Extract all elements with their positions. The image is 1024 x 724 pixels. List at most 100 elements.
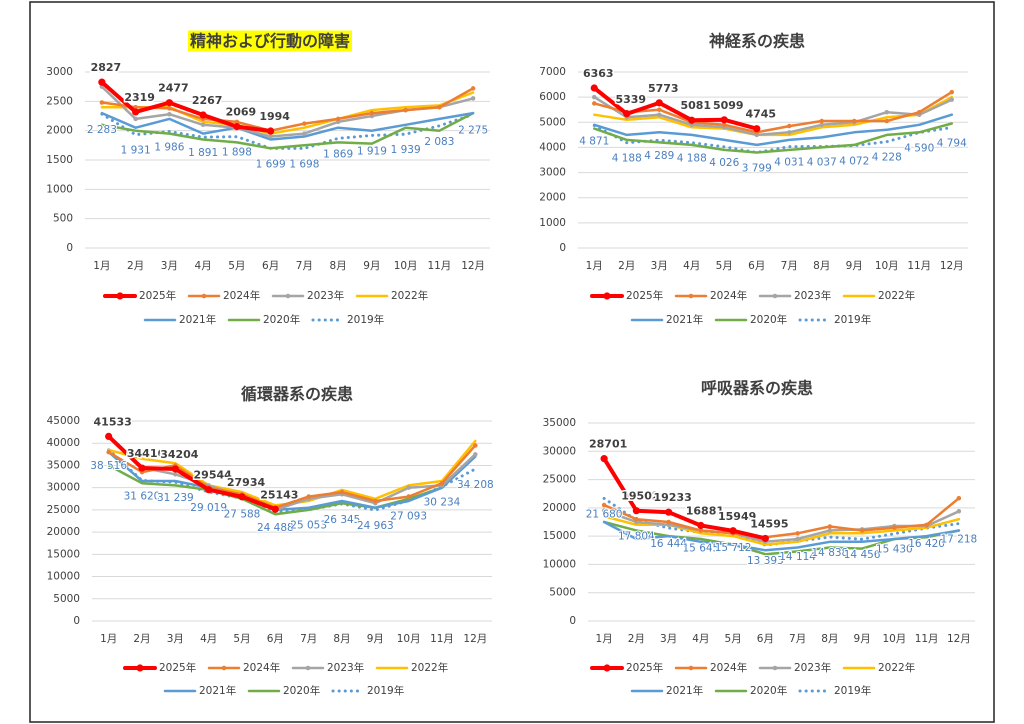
point-marker (657, 112, 662, 117)
point-marker (666, 519, 671, 525)
data-label: 31 239 (157, 492, 194, 504)
chart: 循環器系の疾患 0 5000 10000 15000 20000 25000 30000 350… (47, 385, 495, 698)
point-marker (238, 493, 246, 501)
series-line (107, 450, 477, 512)
y-tick-label: 2500 (46, 95, 73, 107)
x-tick-label: 12月 (463, 633, 487, 645)
data-label: 31 620 (124, 490, 161, 502)
point-marker (470, 96, 476, 101)
legend-label: 2022年 (391, 289, 428, 302)
point-marker (753, 125, 761, 133)
point-marker (795, 531, 800, 536)
series-line (602, 456, 768, 541)
point-marker (439, 480, 445, 486)
data-label: 16 444 (650, 538, 687, 550)
data-label: 4 031 (774, 157, 804, 169)
x-tick-label: 7月 (781, 260, 798, 272)
chart: 精神および行動の障害 0 500 1000 1500 2000 2500 3000 1月 2月 3月… (46, 30, 490, 326)
legend-label: 2020年 (750, 684, 787, 697)
x-tick-label: 9月 (363, 260, 380, 272)
data-label: 29544 (194, 469, 233, 482)
data-label: 1 869 (323, 148, 353, 160)
series-line (100, 111, 475, 141)
point-marker (132, 108, 140, 116)
point-marker (138, 464, 146, 472)
x-tick-label: 11月 (430, 633, 454, 645)
x-tick-label: 8月 (821, 633, 838, 645)
y-tick-label: 20000 (47, 526, 80, 538)
point-marker (437, 104, 442, 110)
point-marker (106, 449, 111, 455)
point-marker (592, 101, 597, 106)
data-label: 1 698 (289, 158, 319, 170)
x-tick-label: 8月 (813, 260, 830, 272)
data-label: 1 898 (222, 147, 252, 159)
legend-label: 2025年 (626, 289, 663, 302)
data-label: 34416 (127, 447, 166, 460)
point-marker (949, 97, 954, 102)
data-label: 25 053 (290, 520, 327, 532)
x-tick-label: 7月 (789, 633, 806, 645)
point-marker (956, 495, 962, 501)
point-marker (373, 498, 378, 504)
data-label: 4 188 (612, 153, 642, 165)
y-tick-label: 7000 (539, 66, 566, 78)
y-tick-label: 0 (66, 242, 73, 254)
x-tick-label: 2月 (618, 260, 635, 272)
point-marker (133, 116, 138, 122)
data-label: 4745 (745, 108, 776, 121)
data-label: 27934 (227, 476, 266, 489)
legend-label: 2025年 (139, 289, 176, 302)
x-tick-label: 1月 (596, 633, 613, 645)
series-line (593, 95, 954, 137)
chart: 呼吸器系の疾患 0 5000 10000 15000 20000 25000 30000 350… (543, 379, 979, 698)
point-marker (205, 486, 213, 494)
point-marker (924, 522, 929, 528)
data-label: 15 430 (876, 544, 913, 556)
data-label: 2 275 (458, 125, 488, 137)
legend-marker (772, 665, 778, 671)
y-tick-label: 0 (73, 615, 80, 627)
x-tick-label: 11月 (427, 260, 451, 272)
legend-label: 2023年 (794, 661, 831, 674)
data-label: 19233 (653, 491, 691, 504)
x-tick-label: 3月 (161, 260, 178, 272)
series-line (99, 80, 273, 133)
data-label: 38 516 (90, 460, 127, 472)
point-marker (956, 509, 962, 514)
point-marker (165, 99, 173, 107)
data-label: 34 208 (457, 479, 494, 491)
x-tick-label: 9月 (854, 633, 871, 645)
data-label: 28701 (589, 438, 627, 451)
legend-label: 2020年 (750, 313, 787, 326)
point-marker (590, 84, 598, 92)
data-label: 2 083 (424, 136, 454, 148)
series-line (593, 90, 954, 134)
data-label: 1 939 (391, 144, 421, 156)
y-tick-label: 1500 (46, 154, 73, 166)
data-label: 4 871 (579, 136, 609, 148)
y-tick-label: 1000 (46, 183, 73, 195)
x-tick-label: 10月 (397, 633, 421, 645)
point-marker (105, 432, 113, 441)
data-label: 14 114 (779, 551, 816, 563)
x-tick-label: 4月 (200, 633, 217, 645)
y-tick-label: 0 (569, 615, 576, 627)
x-tick-label: 3月 (660, 633, 677, 645)
x-tick-label: 11月 (915, 633, 939, 645)
legend-label: 2024年 (710, 289, 747, 302)
series-line (602, 520, 961, 552)
point-marker (697, 521, 705, 530)
point-marker (623, 110, 631, 118)
data-label: 1 919 (357, 145, 387, 157)
x-tick-label: 5月 (228, 260, 245, 272)
x-tick-label: 5月 (233, 633, 250, 645)
y-tick-label: 500 (53, 213, 73, 225)
x-tick-label: 9月 (846, 260, 863, 272)
y-tick-label: 3000 (539, 167, 566, 179)
data-label: 4 794 (937, 137, 967, 149)
point-marker (200, 122, 206, 128)
point-marker (473, 452, 478, 457)
y-tick-label: 30000 (543, 445, 576, 457)
y-tick-label: 1000 (539, 217, 566, 229)
